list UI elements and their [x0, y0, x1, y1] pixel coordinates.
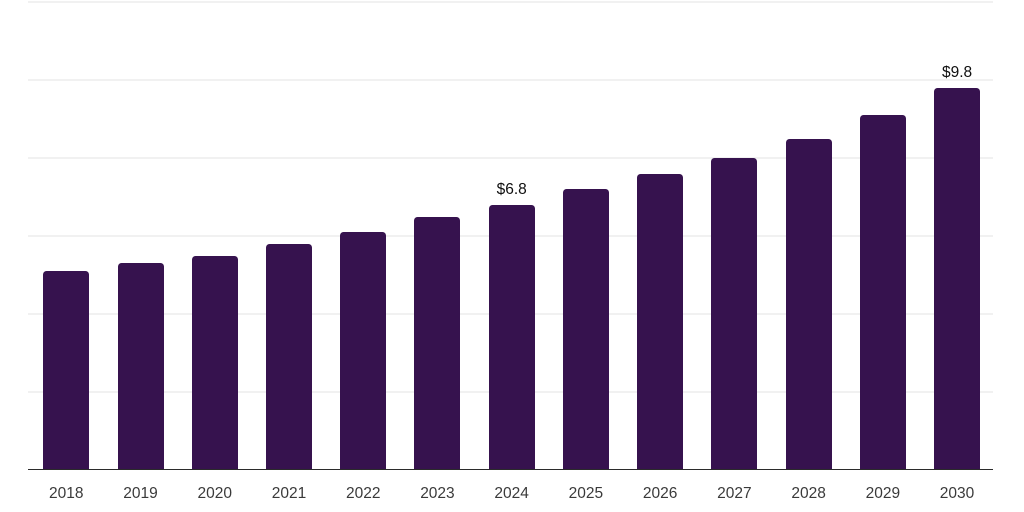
bar-2029 — [859, 115, 906, 470]
x-tick-label-2020: 2020 — [197, 485, 232, 502]
data-label-2030: $9.8 — [941, 64, 973, 82]
bar-2022 — [340, 232, 387, 470]
data-label-2024: $6.8 — [496, 181, 527, 199]
bar-2020 — [191, 255, 238, 470]
x-tick-label-2021: 2021 — [271, 485, 307, 502]
gridline — [28, 157, 993, 159]
x-tick-label-2027: 2027 — [717, 485, 752, 502]
bar-2028 — [785, 138, 832, 470]
x-tick-label-2022: 2022 — [345, 485, 381, 502]
x-tick-label-2029: 2029 — [865, 485, 901, 502]
bar-2026 — [637, 173, 684, 470]
bar-2027 — [711, 158, 758, 470]
gridline — [28, 79, 993, 81]
x-tick-label-2028: 2028 — [791, 485, 826, 502]
bar-2019 — [117, 263, 164, 470]
plot-area: $6.8 $9.8 — [28, 0, 993, 470]
bar-2021 — [265, 243, 312, 470]
x-tick-label-2018: 2018 — [49, 485, 84, 502]
x-tick-label-2026: 2026 — [642, 485, 678, 502]
x-tick-label-2030: 2030 — [939, 485, 975, 502]
x-tick-label-2019: 2019 — [123, 485, 158, 502]
bar-2024 — [488, 204, 535, 470]
bar-2023 — [414, 216, 461, 470]
x-tick-label-2025: 2025 — [568, 485, 604, 502]
bar-2018 — [43, 271, 90, 470]
bar-2030 — [934, 87, 981, 470]
x-axis-line — [28, 468, 993, 470]
bar-2025 — [562, 189, 609, 470]
gridline — [28, 1, 993, 3]
x-tick-label-2023: 2023 — [420, 485, 455, 502]
x-tick-label-2024: 2024 — [494, 485, 529, 502]
